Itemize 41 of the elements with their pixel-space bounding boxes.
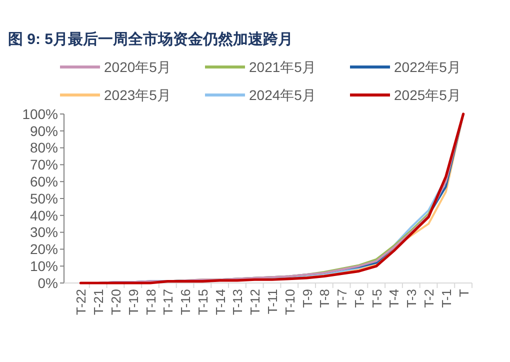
legend-label: 2020年5月 [104, 59, 171, 75]
x-tick-label: T-18 [143, 289, 158, 316]
legend-label: 2022年5月 [394, 59, 461, 75]
x-tick-label: T-10 [282, 289, 298, 316]
x-tick-label: T-16 [178, 289, 194, 316]
x-tick-label: T-17 [160, 289, 176, 316]
x-tick-label: T-15 [195, 289, 210, 316]
x-tick-label: T-11 [265, 289, 280, 314]
x-tick-label: T-19 [126, 289, 141, 316]
x-tick-label: T-6 [352, 289, 367, 308]
legend-label: 2023年5月 [104, 87, 171, 103]
y-tick-label: 10% [30, 258, 58, 274]
y-tick-label: 40% [30, 207, 58, 224]
x-tick-label: T-9 [300, 289, 315, 308]
y-tick-label: 70% [30, 156, 58, 173]
legend-label: 2025年5月 [394, 87, 461, 103]
x-tick-label: T-3 [404, 289, 420, 308]
x-tick-label: T-21 [91, 289, 106, 316]
y-tick-label: 80% [30, 140, 58, 156]
x-tick-label: T-7 [334, 289, 350, 308]
y-tick-label: 20% [30, 241, 58, 258]
y-tick-label: 60% [30, 174, 58, 190]
y-tick-label: 0% [38, 274, 58, 291]
x-tick-label: T-4 [386, 289, 402, 308]
x-tick-label: T [456, 288, 472, 297]
x-tick-label: T-2 [422, 289, 437, 308]
x-tick-label: T-14 [212, 289, 228, 316]
y-tick-label: 100% [22, 106, 58, 122]
x-tick-label: T-12 [248, 289, 263, 316]
y-tick-label: 30% [30, 224, 58, 240]
x-tick-label: T-22 [74, 289, 89, 316]
legend-label: 2021年5月 [249, 59, 316, 75]
x-tick-label: T-5 [369, 289, 384, 308]
chart-title: 图 9: 5月最后一周全市场资金仍然加速跨月 [8, 30, 294, 48]
x-tick-label: T-8 [317, 289, 332, 308]
x-tick-label: T-20 [108, 289, 124, 316]
y-tick-label: 90% [30, 122, 58, 139]
x-tick-label: T-1 [438, 289, 454, 308]
y-tick-label: 50% [30, 190, 58, 206]
legend-label: 2024年5月 [249, 87, 316, 103]
x-tick-label: T-13 [230, 289, 246, 316]
